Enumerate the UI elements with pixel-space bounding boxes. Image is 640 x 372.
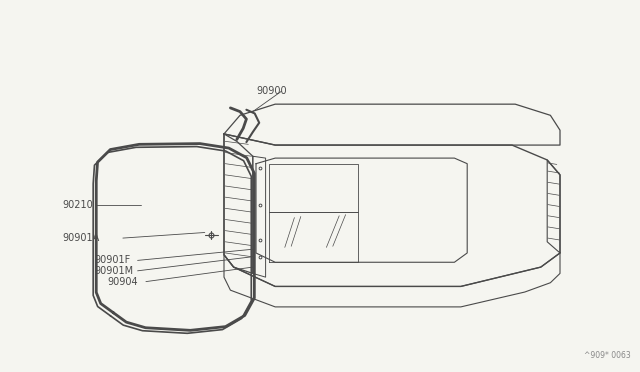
- Text: 90901F: 90901F: [95, 256, 131, 265]
- Text: 90900: 90900: [256, 86, 287, 96]
- Text: ^909* 0063: ^909* 0063: [584, 351, 630, 360]
- Text: 90210: 90210: [63, 200, 93, 209]
- Text: 90901M: 90901M: [95, 266, 134, 276]
- Text: 90901A: 90901A: [63, 233, 100, 243]
- Text: 90904: 90904: [108, 277, 138, 286]
